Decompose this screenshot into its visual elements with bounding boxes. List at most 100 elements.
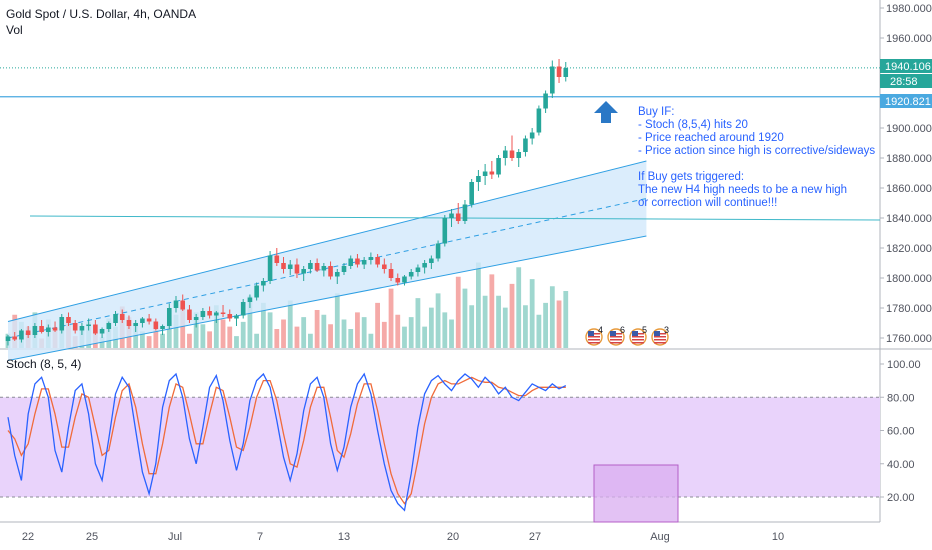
candle-body [536,108,542,133]
candle-body [496,158,501,175]
stoch-legend[interactable]: Stoch (8, 5, 4) [6,357,81,371]
price-tick-label: 1840.000 [886,213,932,225]
price-tick-label: 1960.000 [886,33,932,45]
candle-body [382,264,387,269]
volume-bar [328,324,333,348]
event-count: 4 [598,325,603,335]
candle-body [240,302,246,316]
time-tick-label: 7 [257,531,263,543]
volume-bar [254,333,260,348]
price-tick-label: 1860.000 [886,183,932,195]
candle-body [375,257,380,265]
candle-body [79,326,85,331]
volume-bar [509,283,515,348]
candle-body [59,317,65,331]
level-price-value: 1920.821 [885,96,931,108]
current-price-tag: 1940.106 28:58 [880,59,932,88]
symbol-legend[interactable]: Gold Spot / U.S. Dollar, 4h, OANDA [6,7,196,21]
channel-upper-line[interactable] [7,160,647,322]
us-flag-icon[interactable] [607,328,625,346]
trade-note-line: The new H4 high needs to be a new high [638,184,847,196]
trade-note-line: - Price reached around 1920 [638,132,784,144]
candle-body [247,297,253,302]
buy-arrow-icon[interactable] [594,101,618,123]
volume-bar [334,293,340,348]
trade-note-line: - Price action since high is corrective/… [638,145,875,157]
candle-body [99,329,105,334]
candle-body [126,320,132,326]
stoch-tick-label: 100.00 [887,359,921,371]
volume-bar [240,321,246,348]
stoch-tick-label: 80.00 [887,392,915,404]
candle-body [429,258,434,263]
candle-body [140,318,145,323]
volume-bar [234,336,239,348]
volume-bar [287,300,293,348]
trade-note[interactable]: Buy IF:- Stoch (8,5,4) hits 20- Price re… [638,106,875,209]
trade-note-line: Buy IF: [638,106,674,118]
volume-bar [247,295,253,348]
candle-body [482,171,488,176]
candle-body [556,66,562,77]
candle-body [402,276,407,283]
volume-bar [348,329,354,348]
trade-note-line: If Buy gets triggered: [638,171,744,183]
candle-body [469,182,474,205]
volume-bar [543,302,548,348]
volume-legend[interactable]: Vol [6,23,23,37]
candle-body [72,323,78,331]
volume-bar [469,305,475,348]
candle-body [422,263,427,268]
volume-bar [267,312,273,348]
stoch-series [7,372,567,512]
horizontal-lines[interactable] [0,67,881,221]
candle-body [274,255,280,263]
time-axis-panel[interactable] [0,522,880,550]
volume-bar [166,321,172,348]
us-flag-icon[interactable] [585,328,603,346]
volume-bar [207,331,212,348]
us-flag-icon[interactable] [629,328,647,346]
volume-bar [408,317,414,348]
volume-bar [213,305,219,348]
candle-body [368,257,374,260]
candle-body [341,266,347,272]
level-price-tag: 1920.821 [880,94,932,108]
candle-body [361,260,367,265]
volume-bar [455,276,461,348]
candle-body [200,311,206,317]
candle-body [12,336,18,340]
volume-bar [146,336,152,348]
candle-body [5,336,11,341]
volume-bar [294,326,300,348]
candle-series [5,59,569,346]
candle-body [321,266,327,271]
volume-bar [536,314,542,348]
candle-body [173,300,179,308]
volume-bar [308,333,313,348]
volume-bar [140,331,145,348]
candle-body [106,323,112,329]
candle-body [214,312,219,316]
volume-bar [482,295,488,348]
stoch-d-line [7,376,566,505]
candle-body [146,318,152,322]
candle-body [19,330,24,340]
stoch-band [0,396,880,498]
candle-body [355,258,360,265]
candle-body [46,327,51,332]
stoch-target-box[interactable] [593,464,679,523]
us-flag-icon[interactable] [651,328,669,346]
channel-lower-line[interactable] [7,235,647,361]
candle-body [408,272,414,277]
candle-body [415,267,421,272]
volume-bar [422,326,428,348]
trend-line[interactable] [29,215,881,221]
candle-body [261,281,266,286]
volume-bar [341,319,347,348]
candle-body [227,314,233,319]
candle-body [234,315,239,319]
candle-body [52,327,58,331]
volume-bar [187,333,192,348]
